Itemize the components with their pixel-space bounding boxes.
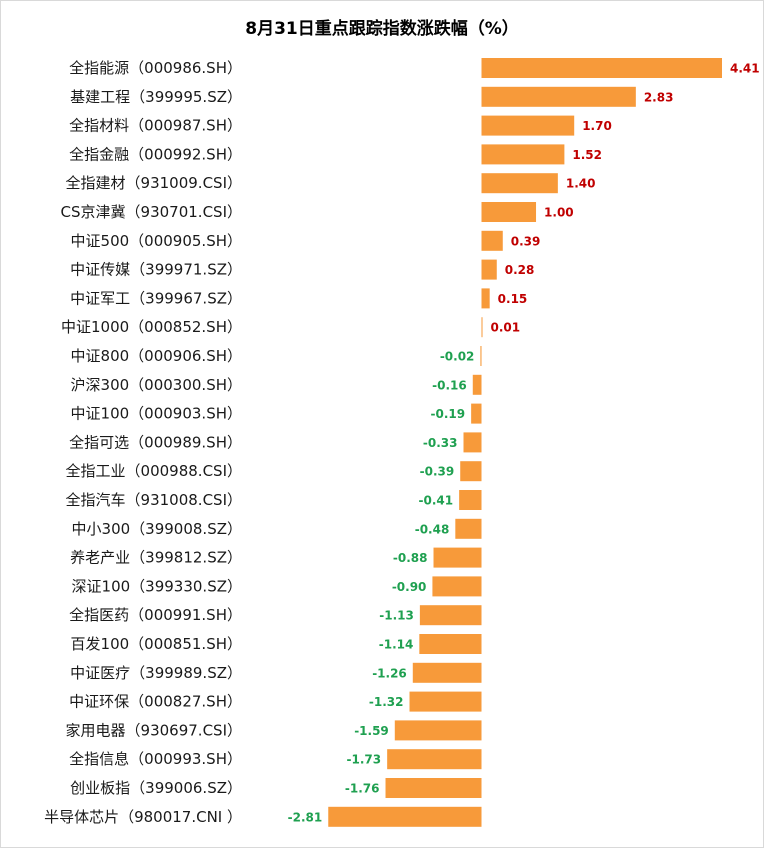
bar bbox=[419, 605, 482, 626]
category-label: 全指医药（000991.SH） bbox=[69, 606, 242, 624]
bar bbox=[481, 115, 575, 136]
category-label: 中证环保（000827.SH） bbox=[69, 693, 242, 711]
category-label: 中证800（000906.SH） bbox=[71, 347, 242, 365]
category-label: 中小300（399008.SZ） bbox=[72, 520, 242, 538]
bar bbox=[328, 806, 482, 827]
category-label: 全指金融（000992.SH） bbox=[69, 145, 242, 163]
data-label: -0.48 bbox=[415, 522, 450, 536]
category-label: 养老产业（399812.SZ） bbox=[70, 549, 242, 567]
data-label: -1.14 bbox=[379, 638, 414, 652]
category-label: 深证100（399330.SZ） bbox=[72, 577, 242, 595]
category-label: 半导体芯片（980017.CNI ） bbox=[44, 808, 242, 826]
category-label: 中证500（000905.SH） bbox=[71, 232, 242, 250]
data-label: -1.13 bbox=[379, 609, 414, 623]
category-label: 家用电器（930697.CSI） bbox=[66, 721, 242, 739]
category-label: 全指汽车（931008.CSI） bbox=[66, 491, 242, 509]
data-label: 1.70 bbox=[582, 119, 612, 133]
bar bbox=[463, 432, 482, 453]
category-label: 全指信息（000993.SH） bbox=[69, 750, 242, 768]
data-label: -0.02 bbox=[440, 350, 475, 364]
category-label: CS京津冀（930701.CSI） bbox=[61, 203, 242, 221]
category-label: 中证医疗（399989.SZ） bbox=[70, 664, 242, 682]
data-label: 0.01 bbox=[491, 321, 521, 335]
data-label: 1.52 bbox=[572, 148, 602, 162]
category-label: 创业板指（399006.SZ） bbox=[70, 779, 242, 797]
data-label: 4.41 bbox=[730, 62, 760, 76]
category-label: 百发100（000851.SH） bbox=[71, 635, 242, 653]
category-label: 中证传媒（399971.SZ） bbox=[70, 261, 242, 279]
category-label: 基建工程（399995.SZ） bbox=[70, 88, 242, 106]
bar bbox=[412, 662, 482, 683]
category-label: 全指工业（000988.CSI） bbox=[66, 462, 242, 480]
bar bbox=[455, 518, 482, 539]
bar bbox=[481, 58, 722, 78]
data-label: -0.90 bbox=[392, 580, 427, 594]
data-label: 1.40 bbox=[566, 177, 596, 191]
bar bbox=[433, 547, 482, 568]
bar bbox=[481, 202, 537, 222]
bar bbox=[481, 86, 636, 107]
data-label: 0.28 bbox=[505, 263, 535, 277]
category-label: 全指材料（000987.SH） bbox=[69, 117, 242, 135]
bar bbox=[481, 230, 503, 251]
bar bbox=[481, 288, 490, 309]
bar bbox=[385, 778, 482, 798]
data-label: 0.15 bbox=[498, 292, 528, 306]
bar bbox=[472, 374, 482, 395]
data-label: -0.39 bbox=[420, 465, 455, 479]
bar bbox=[481, 173, 558, 194]
data-label: -1.32 bbox=[369, 695, 404, 709]
bar bbox=[460, 461, 482, 482]
category-label: 全指可选（000989.SH） bbox=[69, 433, 242, 451]
data-label: 1.00 bbox=[544, 206, 574, 220]
data-label: 2.83 bbox=[644, 90, 674, 104]
bar bbox=[432, 576, 482, 597]
data-label: -0.16 bbox=[432, 378, 467, 392]
category-label: 中证1000（000852.SH） bbox=[61, 318, 242, 336]
data-label: -0.88 bbox=[393, 551, 428, 565]
category-label: 中证军工（399967.SZ） bbox=[70, 289, 242, 307]
bar bbox=[459, 490, 482, 510]
bar bbox=[480, 346, 482, 366]
bar bbox=[387, 749, 482, 770]
data-label: -2.81 bbox=[288, 810, 323, 824]
category-label: 沪深300（000300.SH） bbox=[71, 376, 242, 394]
data-label: -0.41 bbox=[419, 494, 454, 508]
chart-title: 8月31日重点跟踪指数涨跌幅（%） bbox=[245, 19, 519, 39]
bar bbox=[419, 634, 482, 654]
data-label: -0.33 bbox=[423, 436, 458, 450]
data-label: 0.39 bbox=[511, 234, 541, 248]
category-label: 全指能源（000986.SH） bbox=[69, 59, 242, 77]
data-label: -1.73 bbox=[347, 753, 382, 767]
bar bbox=[394, 720, 482, 741]
bar bbox=[481, 144, 565, 165]
bar bbox=[409, 691, 482, 712]
bar bbox=[481, 259, 497, 280]
bar bbox=[481, 317, 483, 338]
data-label: -1.76 bbox=[345, 782, 380, 796]
data-label: -1.59 bbox=[354, 724, 389, 738]
category-label: 全指建材（931009.CSI） bbox=[66, 174, 242, 192]
category-label: 中证100（000903.SH） bbox=[71, 405, 242, 423]
data-label: -0.19 bbox=[431, 407, 466, 421]
data-label: -1.26 bbox=[372, 666, 407, 680]
bar bbox=[471, 403, 482, 424]
